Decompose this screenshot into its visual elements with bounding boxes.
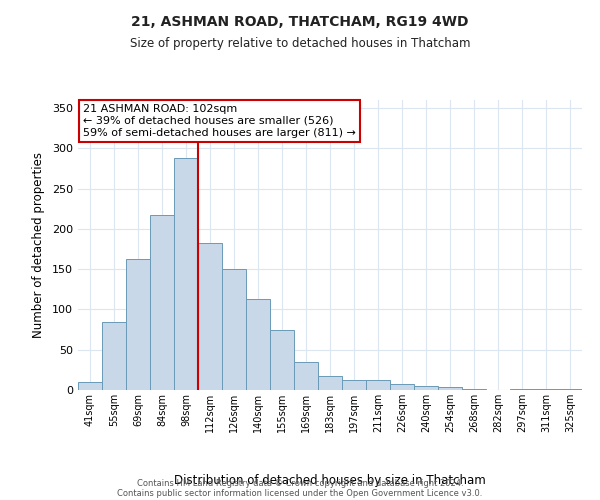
Y-axis label: Number of detached properties: Number of detached properties [32,152,45,338]
Bar [462,389,486,390]
Bar [534,389,558,390]
Bar [246,299,270,390]
Bar [438,387,462,390]
Text: Contains public sector information licensed under the Open Government Licence v3: Contains public sector information licen… [118,488,482,498]
Text: Contains HM Land Registry data © Crown copyright and database right 2024.: Contains HM Land Registry data © Crown c… [137,478,463,488]
Text: Size of property relative to detached houses in Thatcham: Size of property relative to detached ho… [130,38,470,51]
Bar [414,386,438,390]
Bar [222,269,246,390]
Bar [126,258,150,390]
Bar [366,380,390,390]
Text: 21, ASHMAN ROAD, THATCHAM, RG19 4WD: 21, ASHMAN ROAD, THATCHAM, RG19 4WD [131,15,469,29]
Bar [174,158,198,390]
Text: 21 ASHMAN ROAD: 102sqm
← 39% of detached houses are smaller (526)
59% of semi-de: 21 ASHMAN ROAD: 102sqm ← 39% of detached… [83,104,356,138]
Bar [558,389,582,390]
Bar [294,362,318,390]
Bar [318,376,342,390]
Bar [102,322,126,390]
Bar [198,244,222,390]
Bar [78,382,102,390]
Bar [342,380,366,390]
Bar [510,389,534,390]
X-axis label: Distribution of detached houses by size in Thatcham: Distribution of detached houses by size … [174,474,486,487]
Bar [390,384,414,390]
Bar [270,330,294,390]
Bar [150,215,174,390]
